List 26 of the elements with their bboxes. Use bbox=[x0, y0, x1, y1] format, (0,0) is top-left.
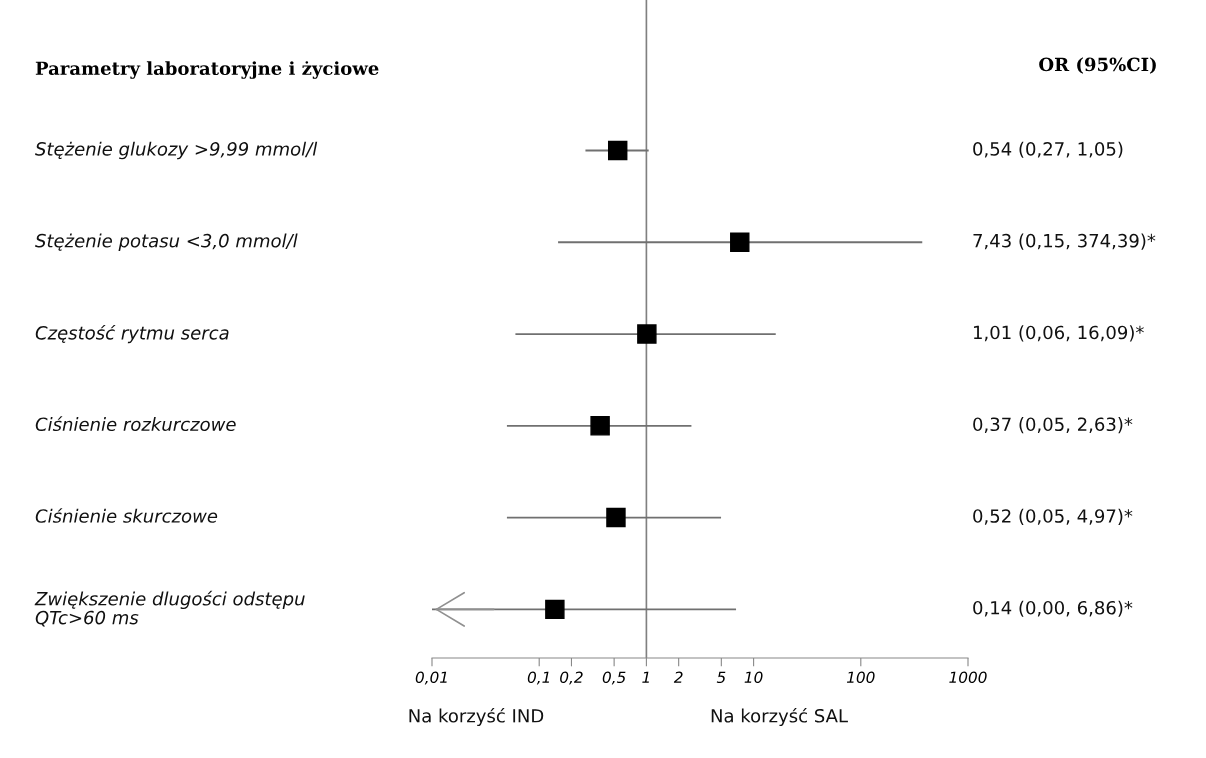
text: Parametry laboratoryjne i życiowe bbox=[35, 61, 379, 79]
y-tick-label: Ciśnienie skurczowe bbox=[35, 508, 218, 523]
text: Na korzyść SAL bbox=[711, 707, 848, 727]
text: Na korzyść IND bbox=[409, 707, 544, 727]
x-tick-label: 1000 bbox=[949, 671, 987, 684]
x-tick-label: 0,1 bbox=[527, 671, 550, 685]
y-tick-label: Zwiększenie dlugości odstępu QTc>60 ms bbox=[34, 590, 305, 627]
text: 7,43 (0,15, 374,39)* bbox=[973, 233, 1156, 250]
text: 1,01 (0,06, 16,09)* bbox=[973, 325, 1144, 342]
x-tick-label: 0,01 bbox=[415, 671, 447, 685]
text: 0,52 (0,05, 4,97)* bbox=[973, 508, 1133, 525]
y-tick-label: Ciśnienie rozkurczowe bbox=[35, 416, 236, 432]
text: OR (95%CI) bbox=[1039, 57, 1156, 74]
x-tick-label: 0,2 bbox=[560, 671, 583, 685]
y-tick-label: Stężenie potasu <3,0 mmol/l bbox=[35, 233, 298, 252]
x-tick-label: 100 bbox=[846, 671, 875, 684]
x-tick-label: 10 bbox=[744, 671, 763, 684]
y-tick-label: Częstość rytmu serca bbox=[35, 324, 229, 344]
y-tick-label: Stężenie glukozy >9,99 mmol/l bbox=[35, 141, 318, 160]
text: 0,37 (0,05, 2,63)* bbox=[973, 417, 1133, 434]
x-tick-label: 0,5 bbox=[602, 671, 626, 685]
x-tick-label: 1 bbox=[642, 671, 649, 683]
x-tick-label: 5 bbox=[716, 671, 726, 684]
text: 0,54 (0,27, 1,05) bbox=[973, 141, 1123, 158]
text: 0,14 (0,00, 6,86)* bbox=[973, 600, 1133, 617]
x-tick-label: 2 bbox=[673, 671, 683, 683]
